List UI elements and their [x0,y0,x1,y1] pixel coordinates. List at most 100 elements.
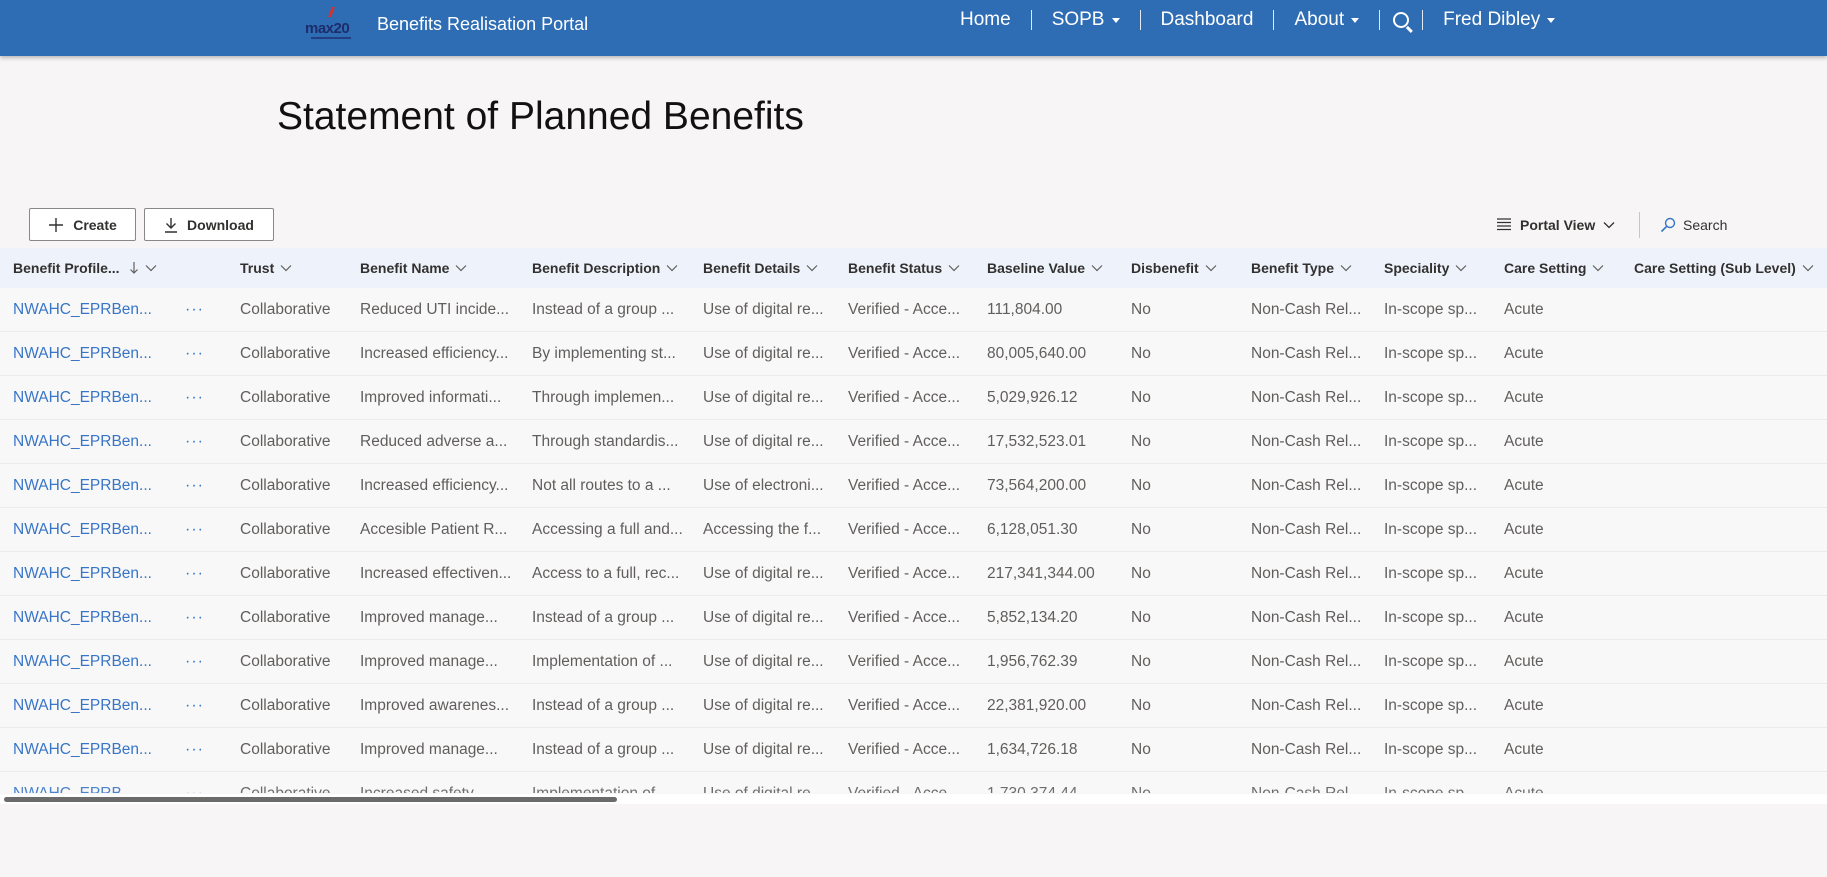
nav-sopb-label: SOPB [1051,9,1105,30]
table-row[interactable]: NWAHC_EPRBen... ··· Collaborative Reduced U… [0,288,1827,332]
row-more-options-button[interactable]: ··· [185,740,204,758]
column-header-benefit-name[interactable]: Benefit Name [360,248,467,288]
cell-benefit-profile[interactable]: NWAHC_EPRBen... [13,740,152,758]
column-header-benefit-status[interactable]: Benefit Status [848,248,960,288]
cell-benefit-profile[interactable]: NWAHC_EPRBen... [13,564,152,582]
column-header-trust[interactable]: Trust [240,248,292,288]
brand-title[interactable]: Benefits Realisation Portal [377,13,589,34]
caret-down-icon [1111,18,1120,23]
table-row[interactable]: NWAHC_EPRBen... ··· Collaborative Improved … [0,596,1827,640]
column-header-disbenefit[interactable]: Disbenefit [1131,248,1217,288]
download-button[interactable]: Download [144,208,274,241]
cell-benefit-name: Improved informati... [360,388,502,406]
cell-baseline-value: 80,005,640.00 [987,344,1087,362]
chevron-down-icon [1455,264,1467,272]
cell-benefit-description: Implementation of ... [532,784,673,794]
column-header-benefit-profile[interactable]: Benefit Profile... [13,248,157,288]
row-more-options-button[interactable]: ··· [185,564,204,582]
table-row[interactable]: NWAHC_EPRBen... ··· Collaborative Improved … [0,728,1827,772]
cell-benefit-status: Verified - Acce... [848,476,960,494]
cell-benefit-status: Verified - Acce... [848,564,960,582]
grid-search-button[interactable]: Search [1660,214,1727,236]
row-more-options-button[interactable]: ··· [185,784,204,794]
column-label: Care Setting [1504,260,1587,276]
cell-benefit-type: Non-Cash Rel... [1251,740,1362,758]
table-row[interactable]: NWAHC_EPRBen... ··· Collaborative Increased… [0,332,1827,376]
row-more-options-button[interactable]: ··· [185,476,204,494]
cell-speciality: In-scope sp... [1384,300,1478,318]
nav-dashboard[interactable]: Dashboard [1141,8,1274,32]
row-more-options-button[interactable]: ··· [185,520,204,538]
nav-divider [1273,10,1275,30]
nav-dashboard-label: Dashboard [1160,9,1254,30]
cell-care-setting: Acute [1504,344,1544,362]
row-more-options-button[interactable]: ··· [185,696,204,714]
chevron-down-icon [806,264,818,272]
chevron-down-icon [666,264,678,272]
cell-benefit-profile[interactable]: NWAHC_EPRB... [13,784,135,794]
cell-benefit-description: By implementing st... [532,344,676,362]
row-more-options-button[interactable]: ··· [185,388,204,406]
row-more-options-button[interactable]: ··· [185,300,204,318]
table-row[interactable]: NWAHC_EPRBen... ··· Collaborative Improved … [0,640,1827,684]
column-header-benefit-details[interactable]: Benefit Details [703,248,818,288]
cell-speciality: In-scope sp... [1384,388,1478,406]
grid-header: Benefit Profile... Trust Benefit Name Be… [0,248,1827,288]
table-row[interactable]: NWAHC_EPRBen... ··· Collaborative Increased… [0,464,1827,508]
cell-benefit-profile[interactable]: NWAHC_EPRBen... [13,344,152,362]
column-header-benefit-type[interactable]: Benefit Type [1251,248,1352,288]
cell-benefit-profile[interactable]: NWAHC_EPRBen... [13,652,152,670]
column-header-care-setting-sub-level[interactable]: Care Setting (Sub Level) [1634,248,1814,288]
cell-benefit-details: Accessing the f... [703,520,822,538]
column-label: Benefit Status [848,260,943,276]
cell-benefit-type: Non-Cash Rel... [1251,344,1362,362]
row-more-options-button[interactable]: ··· [185,608,204,626]
table-row[interactable]: NWAHC_EPRBen... ··· Collaborative Increased… [0,552,1827,596]
nav-search-button[interactable] [1380,8,1422,32]
cell-benefit-details: Use of digital re... [703,652,824,670]
cell-care-setting: Acute [1504,300,1544,318]
table-row[interactable]: NWAHC_EPRBen... ··· Collaborative Improved … [0,684,1827,728]
horizontal-scrollbar-thumb[interactable] [4,797,617,802]
column-header-benefit-description[interactable]: Benefit Description [532,248,678,288]
horizontal-scrollbar[interactable] [0,796,1827,804]
cell-benefit-details: Use of digital re... [703,300,824,318]
cell-baseline-value: 73,564,200.00 [987,476,1087,494]
row-more-options-button[interactable]: ··· [185,432,204,450]
create-button[interactable]: Create [29,208,136,241]
cell-benefit-type: Non-Cash Rel... [1251,696,1362,714]
column-header-care-setting[interactable]: Care Setting [1504,248,1604,288]
view-selector[interactable]: Portal View [1496,214,1615,236]
table-row[interactable]: NWAHC_EPRBen... ··· Collaborative Reduced a… [0,420,1827,464]
user-menu-dropdown[interactable]: Fred Dibley [1423,8,1575,32]
chevron-down-icon [948,264,960,272]
toolbar-divider [1639,212,1640,238]
cell-benefit-profile[interactable]: NWAHC_EPRBen... [13,300,152,318]
row-more-options-button[interactable]: ··· [185,344,204,362]
nav-about-dropdown[interactable]: About [1274,8,1379,32]
top-navbar: max20 Benefits Realisation Portal Home S… [0,0,1827,56]
cell-benefit-profile[interactable]: NWAHC_EPRBen... [13,608,152,626]
cell-baseline-value: 6,128,051.30 [987,520,1078,538]
cell-benefit-description: Instead of a group ... [532,608,675,626]
row-more-options-button[interactable]: ··· [185,652,204,670]
cell-speciality: In-scope sp... [1384,432,1478,450]
table-row[interactable]: NWAHC_EPRB... ··· Collaborative Increased s… [0,772,1827,793]
cell-benefit-profile[interactable]: NWAHC_EPRBen... [13,388,152,406]
cell-benefit-details: Use of digital re... [703,388,824,406]
column-header-speciality[interactable]: Speciality [1384,248,1467,288]
brand[interactable]: max20 Benefits Realisation Portal [303,6,588,42]
cell-disbenefit: No [1131,520,1151,538]
cell-benefit-profile[interactable]: NWAHC_EPRBen... [13,520,152,538]
cell-benefit-profile[interactable]: NWAHC_EPRBen... [13,476,152,494]
table-row[interactable]: NWAHC_EPRBen... ··· Collaborative Accesible… [0,508,1827,552]
cell-benefit-profile[interactable]: NWAHC_EPRBen... [13,696,152,714]
max20-logo[interactable]: max20 [303,6,363,42]
nav-sopb-dropdown[interactable]: SOPB [1032,8,1140,32]
column-header-baseline-value[interactable]: Baseline Value [987,248,1103,288]
chevron-down-icon [280,264,292,272]
table-row[interactable]: NWAHC_EPRBen... ··· Collaborative Improved … [0,376,1827,420]
nav-home[interactable]: Home [940,8,1031,32]
cell-benefit-description: Not all routes to a ... [532,476,671,494]
cell-benefit-profile[interactable]: NWAHC_EPRBen... [13,432,152,450]
